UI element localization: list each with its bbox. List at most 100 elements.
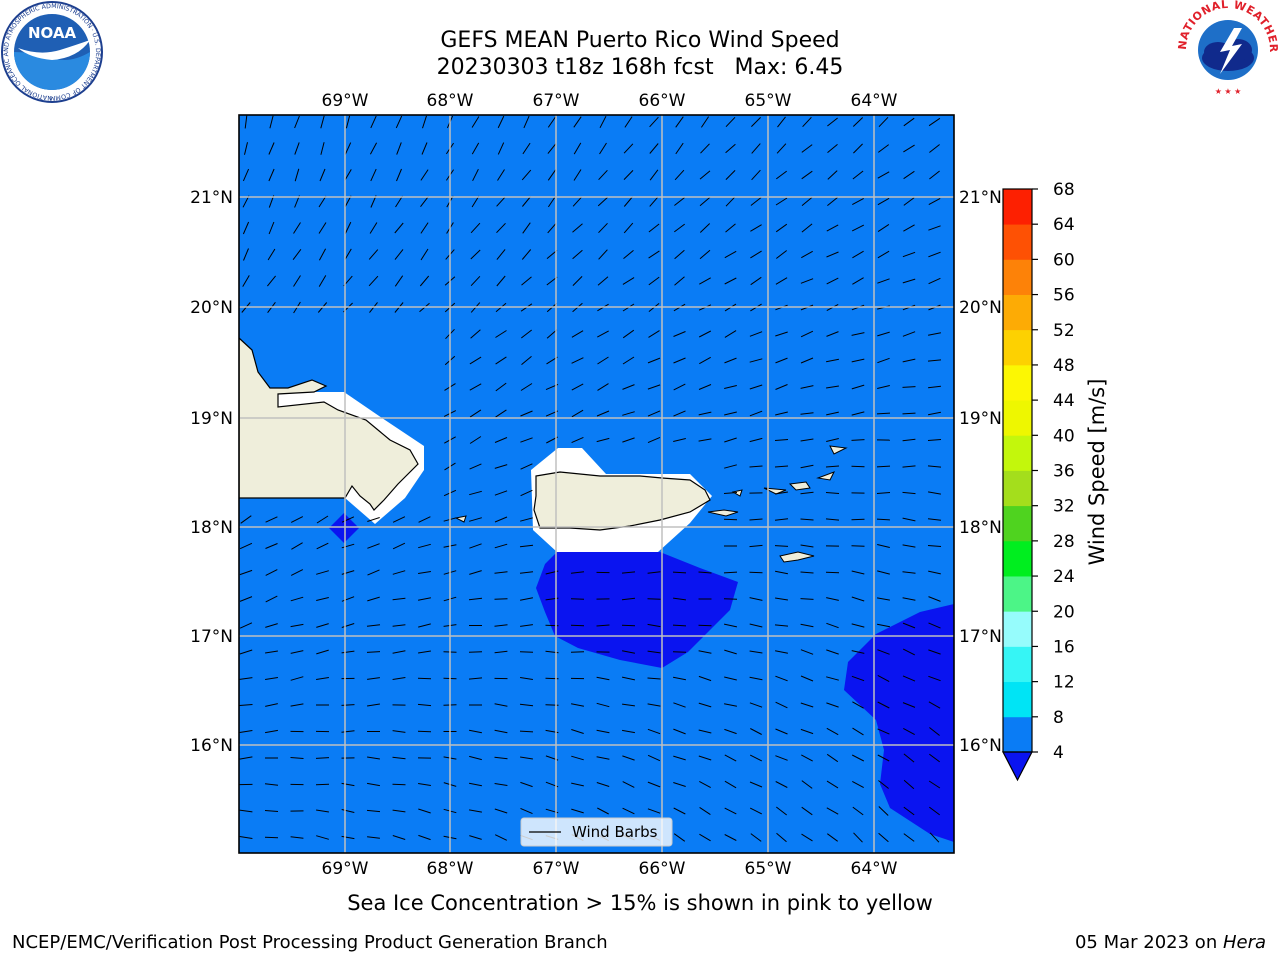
- wind-barb: [366, 651, 381, 653]
- wind-barb: [394, 222, 404, 234]
- wind-barb: [878, 116, 889, 128]
- wind-barb: [494, 808, 508, 814]
- wind-barb: [320, 142, 325, 155]
- wind-barb: [495, 356, 507, 365]
- wind-barb: [520, 781, 533, 788]
- wind-barb: [928, 649, 941, 655]
- wind-barb: [418, 623, 431, 628]
- wind-barb: [800, 623, 814, 628]
- wind-barb: [622, 781, 635, 788]
- wind-barb: [292, 249, 302, 261]
- wind-barb: [265, 516, 278, 523]
- wind-barb: [571, 330, 584, 338]
- wind-barb: [877, 357, 890, 364]
- wind-barb: [621, 571, 636, 574]
- wind-barb: [520, 597, 533, 601]
- wind-barb: [774, 439, 789, 441]
- wind-barb: [903, 753, 915, 763]
- wind-barb: [471, 142, 480, 155]
- wind-barb: [318, 248, 327, 261]
- wind-barb: [928, 753, 941, 763]
- wind-barb: [647, 357, 661, 364]
- wind-barb: [648, 250, 660, 259]
- wind-barb: [674, 169, 685, 181]
- wind-barb: [341, 596, 355, 602]
- wind-barb: [800, 518, 814, 521]
- wind-barb: [878, 806, 889, 816]
- wind-barb: [495, 330, 507, 338]
- wind-barb: [825, 465, 840, 468]
- wind-barb: [927, 465, 942, 468]
- wind-barb: [853, 832, 863, 843]
- wind-barb: [878, 832, 889, 843]
- wind-barb: [675, 142, 684, 155]
- wind-barb: [699, 806, 711, 816]
- colorbar-tick-label: 4: [1053, 743, 1064, 763]
- wind-barb: [418, 808, 431, 814]
- wind-barb: [316, 809, 329, 813]
- wind-barb: [392, 783, 406, 786]
- wind-barb: [877, 701, 890, 709]
- wind-barb: [902, 544, 916, 548]
- wind-barb: [267, 248, 276, 261]
- wind-barb: [826, 358, 839, 363]
- colorbar-tick-label: 16: [1053, 637, 1075, 657]
- wind-barb: [927, 518, 942, 521]
- wind-barb: [521, 356, 532, 365]
- wind-barb: [749, 650, 763, 654]
- wind-barb: [647, 650, 661, 654]
- colorbar-label: Wind Speed [m/s]: [1085, 379, 1109, 566]
- wind-barb: [472, 168, 479, 182]
- wind-barb: [826, 224, 839, 232]
- wind-barb: [673, 728, 686, 735]
- wind-barb: [471, 116, 480, 128]
- wind-barb: [341, 704, 355, 706]
- wind-barb: [392, 542, 406, 550]
- wind-barb: [647, 703, 661, 707]
- land-st-croix: [779, 551, 815, 563]
- colorbar-tick-label: 28: [1053, 532, 1075, 552]
- lon-label-top: 69°W: [322, 91, 369, 111]
- wind-barb: [851, 411, 865, 416]
- wind-barb: [647, 384, 661, 390]
- wind-barb: [265, 569, 278, 576]
- wind-barb: [571, 436, 584, 444]
- lon-label-top: 64°W: [851, 91, 898, 111]
- wind-barb: [294, 115, 300, 129]
- wind-barb: [647, 781, 661, 788]
- wind-barb: [392, 677, 406, 680]
- wind-barb: [928, 385, 941, 389]
- wind-barb: [800, 464, 814, 469]
- lat-label-right: 20°N: [959, 298, 1002, 318]
- wind-barb: [497, 169, 505, 181]
- wind-barb: [316, 649, 329, 655]
- wind-barb: [801, 223, 813, 233]
- wind-barb: [649, 169, 659, 181]
- wind-barb: [395, 195, 403, 208]
- wind-barb: [749, 518, 763, 521]
- wind-barb: [776, 143, 787, 154]
- wind-barb: [622, 411, 635, 416]
- wind-barb: [851, 465, 865, 468]
- wind-barb: [572, 276, 583, 286]
- colorbar-swatch: [1003, 329, 1032, 366]
- wind-barb: [469, 356, 482, 365]
- wind-barb: [902, 675, 916, 682]
- wind-barb: [547, 195, 557, 208]
- wind-barb: [749, 331, 763, 337]
- wind-barb: [344, 142, 352, 155]
- wind-barb: [775, 223, 788, 233]
- wind-barb: [290, 757, 304, 759]
- wind-barb: [674, 197, 685, 206]
- wind-barb: [876, 465, 891, 468]
- wind-barb: [623, 250, 634, 259]
- wind-barb: [928, 225, 941, 231]
- wind-barb: [494, 516, 508, 523]
- wind-barb: [928, 491, 941, 495]
- wind-barb: [750, 250, 762, 259]
- colorbar-tick-label: 56: [1053, 286, 1075, 306]
- wind-barb: [496, 249, 506, 260]
- wind-barb: [698, 675, 712, 682]
- wind-barb: [801, 197, 813, 206]
- wind-barb: [647, 808, 661, 814]
